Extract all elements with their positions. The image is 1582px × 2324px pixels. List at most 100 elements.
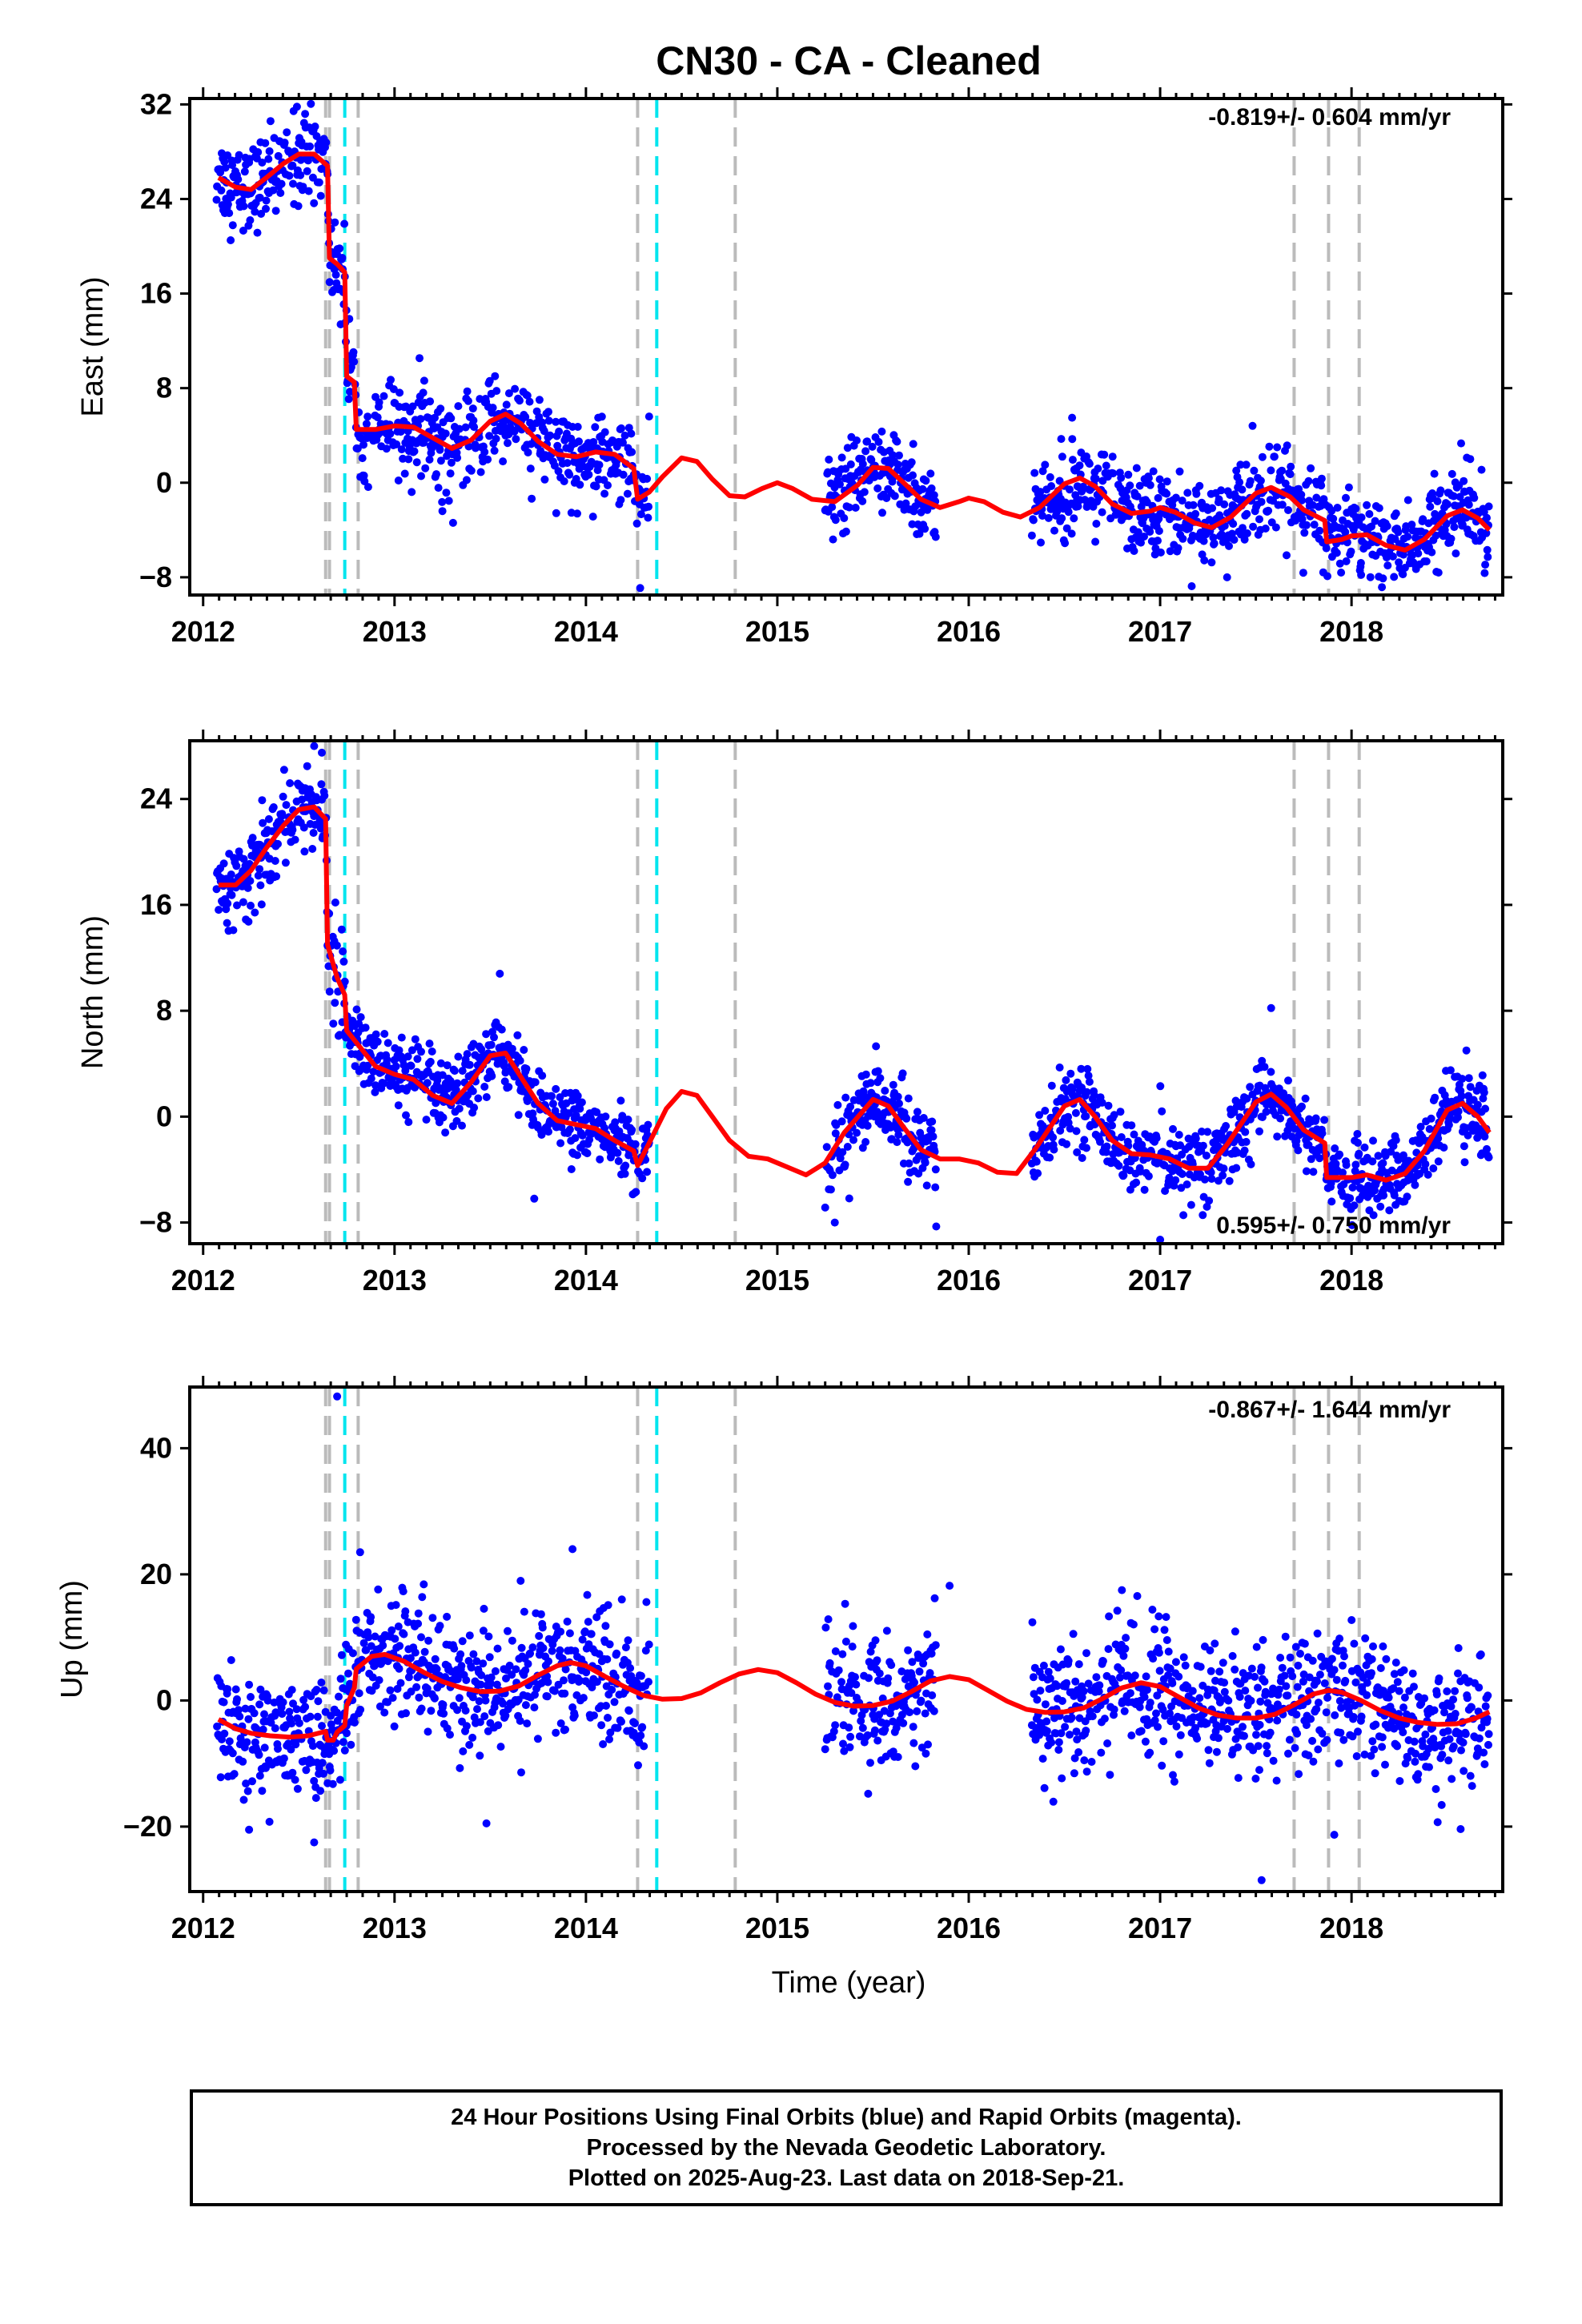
north-data-point: [1082, 1144, 1090, 1152]
up-data-point: [1234, 1743, 1243, 1751]
east-data-point: [469, 416, 478, 424]
north-data-point: [1480, 1088, 1488, 1097]
up-data-point: [1049, 1797, 1058, 1806]
north-data-point: [490, 1033, 498, 1042]
east-data-point: [1447, 469, 1456, 478]
up-data-point: [909, 1739, 918, 1747]
north-data-point: [1368, 1157, 1377, 1166]
north-data-point: [443, 1061, 452, 1070]
north-data-point: [643, 1168, 652, 1176]
up-data-point: [1360, 1750, 1369, 1759]
east-data-point: [1135, 481, 1144, 490]
east-data-point: [858, 497, 867, 505]
up-data-point: [556, 1646, 564, 1655]
east-data-point: [1388, 552, 1397, 561]
up-data-point: [1457, 1746, 1465, 1755]
up-data-point: [243, 1738, 251, 1747]
east-data-point: [492, 434, 500, 443]
north-data-point: [902, 1114, 911, 1123]
up-data-point: [870, 1726, 879, 1735]
east-data-point: [573, 509, 581, 518]
up-data-point: [1072, 1727, 1081, 1736]
north-data-point: [1464, 1074, 1473, 1083]
up-data-point: [636, 1671, 645, 1680]
up-data-point: [1172, 1722, 1181, 1731]
up-data-point: [1323, 1694, 1331, 1702]
east-data-point: [644, 513, 652, 522]
north-data-point: [258, 796, 267, 805]
up-data-point: [1421, 1730, 1430, 1739]
up-data-point: [512, 1665, 520, 1674]
north-data-point: [638, 1174, 647, 1183]
north-data-point: [404, 1052, 412, 1061]
up-data-point: [821, 1745, 829, 1754]
up-data-point: [911, 1762, 920, 1771]
up-data-point: [1304, 1751, 1313, 1759]
up-data-point: [1078, 1693, 1086, 1702]
north-data-point: [1078, 1084, 1086, 1092]
north-data-point: [436, 1059, 445, 1068]
east-data-point: [560, 477, 568, 485]
north-data-point: [1205, 1196, 1214, 1205]
up-data-point: [523, 1719, 532, 1728]
up-data-point: [1219, 1717, 1228, 1726]
up-data-point: [1160, 1626, 1169, 1634]
up-data-point: [1449, 1742, 1458, 1751]
east-data-point: [926, 469, 935, 478]
east-data-point: [1434, 569, 1443, 577]
up-data-point: [380, 1708, 389, 1717]
up-data-point: [1391, 1659, 1400, 1667]
east-data-point: [893, 437, 901, 446]
up-data-point: [1259, 1635, 1267, 1644]
east-data-point: [623, 489, 632, 498]
up-data-point: [475, 1697, 484, 1706]
east-data-point: [1287, 462, 1295, 471]
up-data-point: [1291, 1743, 1299, 1752]
east-data-point: [1064, 508, 1073, 517]
up-data-point: [216, 1773, 225, 1782]
up-data-point: [375, 1676, 383, 1684]
east-data-point: [1258, 452, 1267, 461]
up-data-point: [1420, 1694, 1429, 1703]
north-data-point: [246, 877, 255, 885]
east-data-point: [1278, 501, 1287, 509]
north-data-point: [1110, 1111, 1118, 1120]
up-data-point: [1295, 1770, 1303, 1779]
up-data-point: [458, 1637, 467, 1646]
east-data-point: [1232, 466, 1241, 475]
up-data-point: [1403, 1754, 1412, 1763]
north-data-point: [830, 1218, 839, 1227]
east-data-point: [432, 470, 440, 479]
up-data-point: [866, 1647, 875, 1656]
north-data-point: [1200, 1175, 1209, 1184]
east-data-point: [552, 509, 560, 517]
up-data-point: [1142, 1686, 1151, 1695]
up-data-point: [1121, 1644, 1130, 1653]
north-data-point: [1423, 1170, 1432, 1179]
east-data-point: [1482, 529, 1491, 537]
north-data-point: [1327, 1197, 1336, 1206]
up-data-point: [893, 1753, 902, 1761]
north-data-point: [1478, 1071, 1487, 1080]
up-data-point: [1036, 1687, 1045, 1695]
up-data-point: [259, 1725, 267, 1734]
east-data-point: [239, 202, 248, 211]
up-data-point: [1087, 1758, 1096, 1766]
east-data-point: [389, 385, 398, 393]
up-data-point: [848, 1642, 857, 1651]
up-data-point: [270, 1698, 279, 1707]
east-data-point: [1067, 529, 1076, 538]
up-data-point: [858, 1723, 867, 1732]
north-data-point: [821, 1203, 829, 1212]
east-data-point: [525, 397, 534, 406]
up-data-point: [1430, 1706, 1439, 1715]
north-data-point: [1174, 1131, 1183, 1139]
north-data-point: [441, 1128, 450, 1137]
north-data-point: [876, 1074, 885, 1083]
north-data-point: [1066, 1124, 1074, 1133]
up-data-point: [335, 1692, 343, 1701]
east-data-point: [867, 456, 876, 464]
north-data-point: [380, 1030, 389, 1038]
up-data-point: [1241, 1687, 1250, 1695]
east-data-point: [227, 193, 235, 202]
